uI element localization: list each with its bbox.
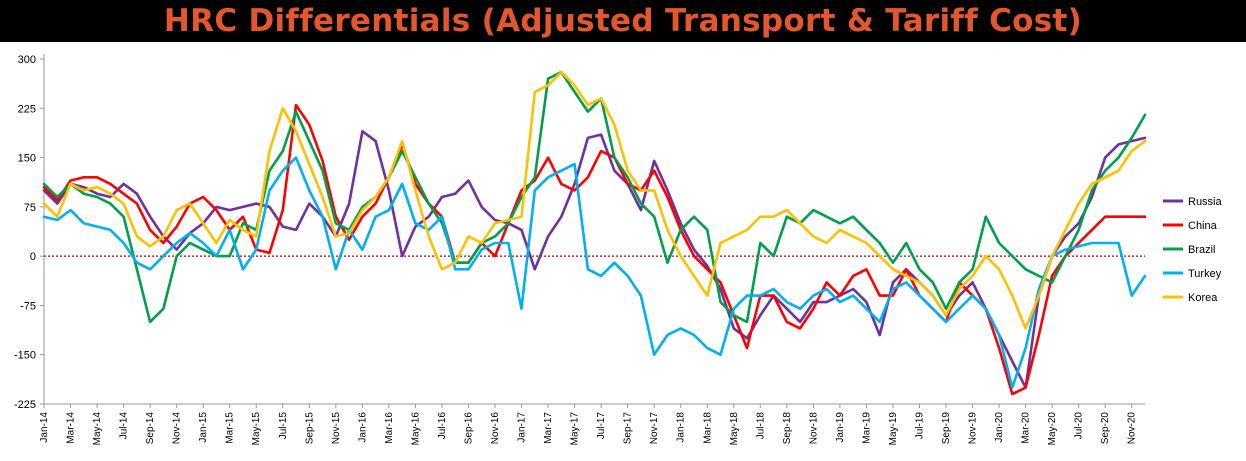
legend-label-brazil: Brazil (1188, 244, 1216, 256)
x-tick-label: Mar-14 (66, 412, 77, 444)
x-tick-label: Jan-18 (676, 412, 687, 443)
y-tick-label: -150 (14, 350, 36, 362)
x-tick-label: May-18 (729, 412, 740, 446)
x-tick-label: Sep-15 (304, 412, 315, 445)
x-tick-label: Jan-17 (517, 412, 528, 443)
x-tick-label: May-15 (251, 412, 262, 446)
x-tick-label: Sep-19 (941, 412, 952, 445)
title-bar: HRC Differentials (Adjusted Transport & … (0, 0, 1246, 42)
series-layer (42, 70, 1147, 396)
y-tick-label: 300 (18, 54, 36, 66)
series-line-korea (42, 70, 1147, 330)
x-tick-label: Jan-16 (357, 412, 368, 443)
x-tick-label: Sep-20 (1100, 412, 1111, 445)
x-tick-label: Mar-17 (543, 412, 554, 444)
legend-label-korea: Korea (1188, 292, 1218, 304)
x-tick-label: Jul-15 (278, 412, 289, 440)
x-tick-label: Jan-15 (198, 412, 209, 443)
y-tick-label: 0 (30, 251, 36, 263)
x-tick-label: Nov-17 (649, 412, 660, 445)
x-tick-label: May-17 (570, 412, 581, 446)
x-tick-label: Nov-19 (968, 412, 979, 445)
series-line-turkey (42, 156, 1147, 389)
x-tick-label: May-20 (1047, 412, 1058, 446)
x-tick-label: May-19 (888, 412, 899, 446)
legend-label-turkey: Turkey (1188, 268, 1222, 280)
y-tick-label: 225 (18, 103, 36, 115)
x-tick-label: Mar-19 (861, 412, 872, 444)
legend-label-russia: Russia (1188, 196, 1223, 208)
x-tick-label: Jul-14 (119, 412, 130, 440)
x-tick-label: Nov-20 (1127, 412, 1138, 445)
y-tick-label: 75 (24, 202, 36, 214)
x-tick-label: May-14 (92, 412, 103, 446)
y-tick-label: -225 (14, 399, 36, 411)
x-tick-label: Jul-18 (755, 412, 766, 440)
x-tick-label: Jul-20 (1074, 412, 1085, 440)
series-line-china (42, 103, 1147, 396)
x-tick-label: Mar-15 (225, 412, 236, 444)
x-tick-label: Sep-14 (145, 412, 156, 445)
series-line-brazil (42, 70, 1147, 324)
x-tick-label: Jul-16 (437, 412, 448, 440)
x-tick-label: Mar-18 (702, 412, 713, 444)
x-tick-label: Nov-15 (331, 412, 342, 445)
x-tick-label: Jul-17 (596, 412, 607, 440)
x-tick-label: Mar-20 (1021, 412, 1032, 444)
y-tick-label: -75 (20, 300, 36, 312)
x-tick-label: Jan-19 (835, 412, 846, 443)
x-tick-label: May-16 (410, 412, 421, 446)
x-tick-label: Jul-19 (914, 412, 925, 440)
chart-title: HRC Differentials (Adjusted Transport & … (163, 3, 1083, 39)
series-line-russia (42, 130, 1147, 389)
x-tick-label: Sep-18 (782, 412, 793, 445)
y-tick-label: 150 (18, 153, 36, 165)
x-tick-label: Nov-18 (808, 412, 819, 445)
legend: Russia China Brazil Turkey Korea (1163, 196, 1223, 304)
x-tick-label: Mar-16 (384, 412, 395, 444)
x-tick-label: Nov-16 (490, 412, 501, 445)
x-tick-label: Sep-17 (623, 412, 634, 445)
x-tick-label: Jan-20 (994, 412, 1005, 443)
x-tick-label: Jan-14 (39, 412, 50, 443)
x-tick-label: Nov-14 (172, 412, 183, 445)
legend-label-china: China (1188, 220, 1218, 232)
x-tick-label: Sep-16 (463, 412, 474, 445)
